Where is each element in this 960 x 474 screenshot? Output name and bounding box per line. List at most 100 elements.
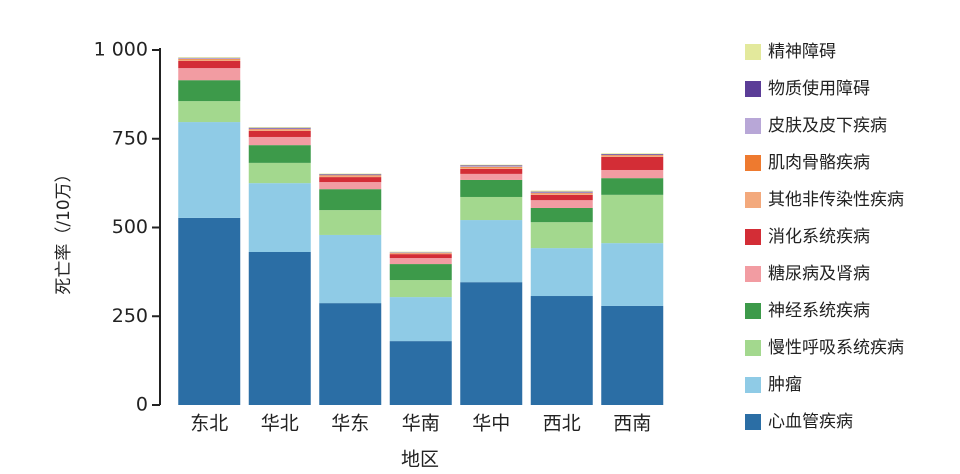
bar-segment [460, 168, 523, 174]
legend-label: 精神障碍 [768, 42, 836, 62]
bar-segment [178, 58, 241, 60]
bar-segment [248, 145, 311, 163]
x-tick-label: 西南 [613, 413, 651, 435]
bar-segment [248, 136, 311, 146]
bar-segment [178, 80, 241, 102]
x-tick-label: 华南 [402, 413, 440, 435]
bar-segment [389, 280, 452, 298]
bar-segment [460, 173, 523, 180]
bar-segment [248, 128, 311, 130]
bar-segment [389, 254, 452, 259]
bar-segment [601, 156, 664, 170]
y-tick-label: 0 [136, 394, 148, 416]
y-tick-label: 750 [112, 127, 148, 149]
bar-segment [178, 59, 241, 62]
legend-label: 肌肉骨骼疾病 [768, 153, 870, 173]
bar-segment [178, 217, 241, 405]
bar-segment [460, 282, 523, 405]
bar-segment [178, 68, 241, 81]
legend-label: 皮肤及皮下疾病 [768, 116, 887, 136]
legend-label: 神经系统疾病 [768, 301, 870, 321]
bar-segment [460, 166, 523, 168]
bar-segment [530, 194, 593, 201]
legend-swatch [745, 229, 761, 245]
bar-segment [319, 176, 382, 178]
bar-segment [178, 122, 241, 218]
bar-segment [178, 57, 241, 58]
bar-segment [389, 341, 452, 405]
bar-segment [248, 127, 311, 128]
bar-segment [530, 207, 593, 223]
bar-segment [530, 193, 593, 195]
bar-segment [248, 129, 311, 131]
bar-segment [530, 248, 593, 297]
bar-segment [319, 174, 382, 175]
bar-segment [178, 101, 241, 123]
bar-segment [601, 154, 664, 155]
bar-segment [460, 196, 523, 221]
bar-segment [530, 222, 593, 249]
y-tick-label: 1 000 [94, 39, 148, 61]
legend-swatch [745, 118, 761, 134]
legend-label: 糖尿病及肾病 [768, 264, 870, 284]
legend-label: 消化系统疾病 [768, 227, 870, 247]
x-axis-label: 地区 [401, 449, 439, 471]
legend-label: 慢性呼吸系统疾病 [768, 337, 904, 358]
bar-segment [319, 303, 382, 405]
bar-segment [530, 193, 593, 194]
bar-segment [178, 61, 241, 69]
bar-segment [601, 178, 664, 195]
bar-segment [460, 179, 523, 197]
x-tick-label: 华北 [261, 413, 299, 435]
bar-segment [460, 164, 523, 166]
bar-segment [319, 175, 382, 177]
bar-segment [460, 165, 523, 167]
bar-segment [460, 166, 523, 167]
bar-segment [460, 167, 523, 169]
bar-segment [319, 173, 382, 175]
bar-segment [389, 264, 452, 281]
bar-segment [248, 130, 311, 137]
x-tick-label: 西北 [543, 413, 581, 435]
y-tick-label: 250 [112, 305, 148, 327]
bar-segment [601, 243, 664, 306]
bar-segment [319, 189, 382, 211]
legend-label: 心血管疾病 [768, 412, 853, 432]
bar-segment [248, 129, 311, 130]
bar-segment [601, 155, 664, 156]
bar-segment [601, 194, 664, 244]
bar-segment [601, 153, 664, 155]
bar-segment [248, 183, 311, 252]
bar-segment [389, 253, 452, 255]
bar-segment [530, 190, 593, 192]
bar-segment [389, 297, 452, 342]
bar-segment [389, 258, 452, 265]
legend-swatch [745, 44, 761, 60]
bar-segment [530, 200, 593, 208]
legend-swatch [745, 340, 761, 356]
legend-swatch [745, 155, 761, 171]
bar-segment [530, 191, 593, 193]
bar-segment [248, 127, 311, 129]
x-tick-label: 东北 [190, 413, 228, 435]
bar-segment [319, 177, 382, 183]
legend-swatch [745, 303, 761, 319]
x-tick-label: 华东 [331, 413, 369, 435]
bar-segment [601, 169, 664, 179]
bar-segment [248, 251, 311, 405]
bar-segment [319, 210, 382, 235]
legend-swatch [745, 266, 761, 282]
bar-segment [248, 162, 311, 184]
legend-label: 物质使用障碍 [768, 78, 870, 99]
y-tick-label: 500 [112, 216, 148, 238]
legend-swatch [745, 192, 761, 208]
bar-segment [601, 155, 664, 157]
bar-segment [530, 296, 593, 405]
x-tick-label: 华中 [472, 413, 510, 435]
bar-segment [319, 182, 382, 190]
legend-swatch [745, 377, 761, 393]
bar-segment [319, 234, 382, 304]
legend-label: 其他非传染性疾病 [768, 190, 904, 210]
